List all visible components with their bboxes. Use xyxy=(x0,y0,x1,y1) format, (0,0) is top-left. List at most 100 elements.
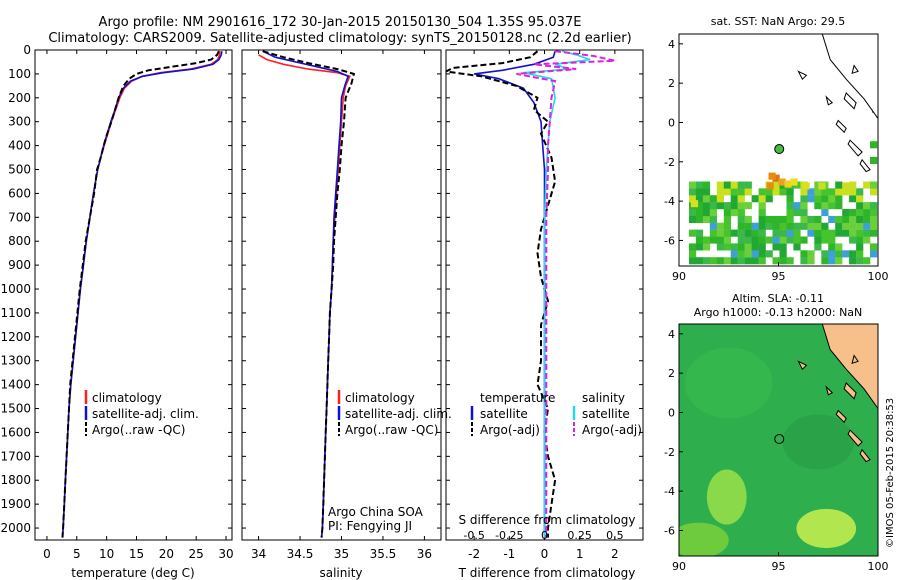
sst-cell xyxy=(870,141,878,149)
imos-watermark: ©IMOS 05-Feb-2015 20:38:53 xyxy=(885,398,896,548)
salinity-legend: climatology satellite-adj. clim. Argo(..… xyxy=(337,390,452,437)
sst-cell xyxy=(863,209,871,217)
sst-cell xyxy=(737,188,745,196)
sst-cell xyxy=(709,202,717,210)
sst-cell xyxy=(779,257,787,265)
sst-cell xyxy=(821,236,829,244)
sst-cell xyxy=(702,236,711,244)
x-tick-label: 0 xyxy=(43,547,51,561)
sst-cell xyxy=(737,202,745,210)
sst-cell xyxy=(723,229,731,237)
map-y-tick-label: -2 xyxy=(664,156,675,169)
sst-cell xyxy=(786,236,794,244)
map-x-tick-label: 90 xyxy=(672,560,686,573)
sst-cell xyxy=(716,181,724,189)
y-tick-label: 1000 xyxy=(0,282,31,296)
sst-cell xyxy=(772,229,780,237)
sst-cell xyxy=(828,243,836,251)
sst-cell xyxy=(807,195,815,203)
sst-cell xyxy=(737,257,745,265)
sst-cell xyxy=(821,250,829,258)
sst-cell xyxy=(716,202,724,210)
sst-cell xyxy=(702,188,711,196)
sst-cell xyxy=(744,236,752,244)
sst-cell xyxy=(779,236,787,244)
sst-cell xyxy=(800,257,808,265)
sst-cell xyxy=(842,215,850,223)
sst-cell xyxy=(856,202,864,210)
sst-cell xyxy=(870,243,878,251)
legend-title-temperature: temperature xyxy=(480,391,555,405)
sst-cell xyxy=(807,188,815,196)
sst-cell xyxy=(821,229,829,237)
temp-xlabel: temperature (deg C) xyxy=(71,566,194,580)
sst-cell xyxy=(814,195,822,203)
sst-cell xyxy=(772,181,780,189)
sst-cell xyxy=(821,222,829,230)
sst-cell xyxy=(765,195,773,203)
island xyxy=(843,382,857,400)
x-tick-label: 35.5 xyxy=(370,547,397,561)
y-tick-label: 1600 xyxy=(0,425,31,439)
sst-cell xyxy=(849,209,857,217)
sst-cell xyxy=(737,209,745,217)
x-tick-label: 10 xyxy=(99,547,114,561)
sst-cell xyxy=(758,188,766,196)
sst-cell xyxy=(842,209,850,217)
sst-cell xyxy=(765,188,773,196)
sst-cell xyxy=(835,229,843,237)
sst-cell xyxy=(695,195,704,203)
sst-cell xyxy=(778,178,786,186)
sst-cell xyxy=(786,215,794,223)
sst-cell xyxy=(689,209,697,217)
top-tick-label: -0.5 xyxy=(463,529,484,542)
sst-cell xyxy=(807,257,815,265)
sst-cell xyxy=(730,188,738,196)
sst-cell xyxy=(870,222,878,230)
island xyxy=(851,354,859,365)
sst-cell xyxy=(835,222,843,230)
y-tick-label: 800 xyxy=(8,234,31,248)
island xyxy=(797,360,808,371)
sst-cell xyxy=(835,250,843,258)
map-y-tick-label: -2 xyxy=(664,446,675,459)
series-line-argo-raw-qc- xyxy=(61,50,220,538)
y-tick-label: 1800 xyxy=(0,473,31,487)
sst-cell xyxy=(863,229,871,237)
sst-cell xyxy=(765,222,773,230)
sst-cell xyxy=(723,236,731,244)
sst-map: 90 95 100 -6 -4 -2 0 2 4 xyxy=(664,33,889,283)
sst-cell xyxy=(828,257,836,265)
sst-cell xyxy=(793,236,801,244)
sst-cell xyxy=(751,250,759,258)
map-y-tick-label: -4 xyxy=(664,485,675,498)
sst-cell xyxy=(751,222,759,230)
sst-cell xyxy=(835,195,843,203)
sst-cell xyxy=(695,215,704,223)
sst-cell xyxy=(723,181,731,189)
sst-cell xyxy=(689,243,697,251)
sst-cell xyxy=(870,229,878,237)
island xyxy=(847,429,863,447)
sst-cell xyxy=(716,188,724,196)
sla-blob xyxy=(679,522,729,556)
sst-cell xyxy=(702,209,711,217)
coastline xyxy=(821,34,878,120)
sst-cell xyxy=(702,257,711,265)
landmass xyxy=(821,324,878,410)
sst-cell xyxy=(758,195,766,203)
sst-cell xyxy=(835,181,843,189)
sst-cell xyxy=(779,188,787,196)
sst-cell xyxy=(814,243,822,251)
sst-cell xyxy=(758,202,766,210)
sst-cell xyxy=(800,215,808,223)
x-tick-label: -2 xyxy=(468,547,480,561)
argo-position-marker xyxy=(774,144,785,155)
sst-cell xyxy=(772,188,780,196)
sst-cell xyxy=(695,236,704,244)
map-y-tick-label: -6 xyxy=(664,524,675,537)
y-tick-label: 1400 xyxy=(0,378,31,392)
sst-cell xyxy=(779,215,787,223)
difference-legend: temperature satellite Argo(-adj) salinit… xyxy=(470,391,642,437)
